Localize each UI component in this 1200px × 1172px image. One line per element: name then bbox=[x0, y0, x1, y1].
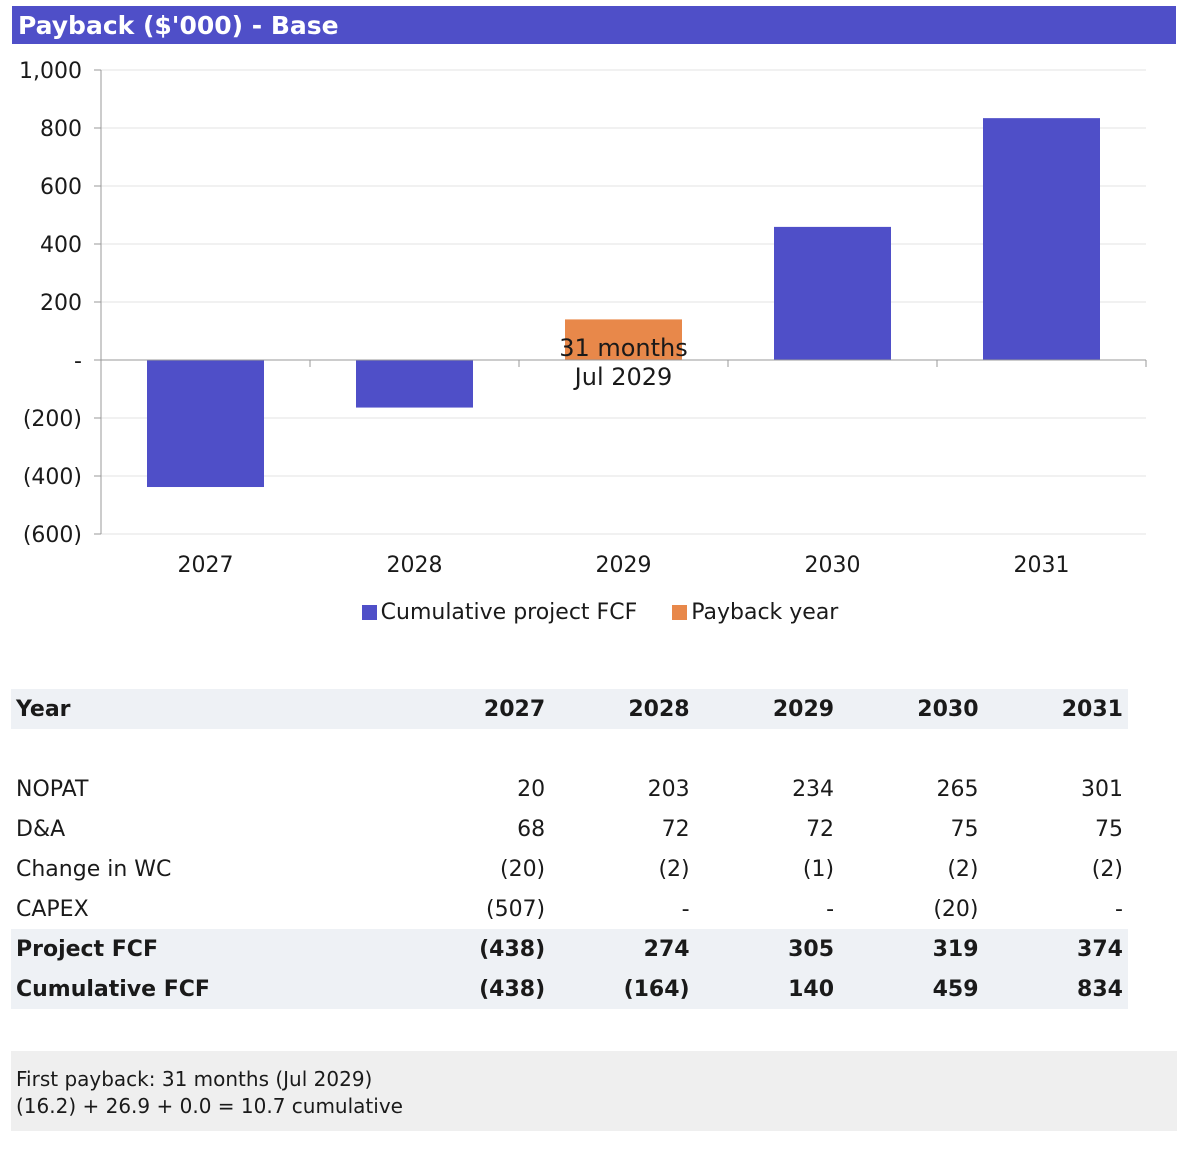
cell: 72 bbox=[661, 816, 690, 842]
row-label: NOPAT bbox=[16, 776, 89, 802]
bar-cumulative-project-fcf bbox=[147, 360, 264, 488]
y-tick-label: 600 bbox=[40, 175, 82, 200]
cell: 140 bbox=[788, 976, 835, 1002]
x-tick-label: 2027 bbox=[178, 553, 234, 578]
cell: 234 bbox=[792, 776, 835, 802]
table-row-project-fcf: Project FCF (438) 274 305 319 374 bbox=[11, 929, 1128, 969]
header-year: 2027 bbox=[483, 696, 546, 722]
cell: 68 bbox=[517, 816, 546, 842]
header-year: 2029 bbox=[772, 696, 835, 722]
bar-payback-year bbox=[565, 319, 682, 360]
cell: (438) bbox=[479, 976, 546, 1002]
table-header-row: Year 2027 2028 2029 2030 2031 bbox=[11, 689, 1128, 729]
cell: - bbox=[681, 896, 690, 922]
y-tick-label: (200) bbox=[23, 407, 82, 432]
payback-annotation: 31 months bbox=[559, 334, 688, 362]
x-tick-label: 2028 bbox=[387, 553, 443, 578]
y-tick-label: 800 bbox=[40, 117, 82, 142]
bar-cumulative-project-fcf bbox=[983, 118, 1100, 360]
payback-note: First payback: 31 months (Jul 2029) (16.… bbox=[11, 1051, 1177, 1131]
cell: 203 bbox=[647, 776, 690, 802]
cell: 265 bbox=[936, 776, 979, 802]
cell: 301 bbox=[1080, 776, 1123, 802]
row-label: Change in WC bbox=[16, 856, 172, 882]
x-tick-label: 2031 bbox=[1014, 553, 1070, 578]
bar-cumulative-project-fcf bbox=[774, 226, 891, 360]
cell: (438) bbox=[479, 936, 546, 962]
header-year: 2031 bbox=[1061, 696, 1123, 722]
note-line-2: (16.2) + 26.9 + 0.0 = 10.7 cumulative bbox=[16, 1094, 403, 1118]
legend-item-payback: Payback year bbox=[672, 600, 838, 625]
x-tick-label: 2030 bbox=[805, 553, 861, 578]
note-line-1: First payback: 31 months (Jul 2029) bbox=[16, 1067, 373, 1091]
header-label: Year bbox=[16, 696, 71, 722]
table-row-capex: CAPEX (507) - - (20) - bbox=[11, 889, 1128, 929]
cell: 834 bbox=[1077, 976, 1123, 1002]
cell: 20 bbox=[517, 776, 546, 802]
header-year: 2028 bbox=[628, 696, 690, 722]
row-label: D&A bbox=[16, 816, 66, 842]
cell: (2) bbox=[947, 856, 979, 882]
cell: (2) bbox=[1091, 856, 1123, 882]
cell: 459 bbox=[932, 976, 979, 1002]
y-tick-label: 400 bbox=[40, 233, 82, 258]
cell: 75 bbox=[950, 816, 979, 842]
cell: 75 bbox=[1094, 816, 1123, 842]
y-tick-label: (600) bbox=[23, 523, 82, 548]
table-row-change-wc: Change in WC (20) (2) (1) (2) (2) bbox=[11, 849, 1128, 889]
legend-swatch-cumulative bbox=[361, 605, 377, 620]
header-year: 2030 bbox=[917, 696, 979, 722]
cell: (20) bbox=[933, 896, 979, 922]
chart-legend: Cumulative project FCF Payback year bbox=[0, 600, 1200, 626]
bar-cumulative-project-fcf bbox=[356, 360, 473, 408]
cell: 274 bbox=[643, 936, 690, 962]
y-tick-label: 200 bbox=[40, 291, 82, 316]
legend-label-cumulative: Cumulative project FCF bbox=[380, 600, 638, 625]
table-row-da: D&A 68 72 72 75 75 bbox=[11, 809, 1128, 849]
legend-swatch-payback bbox=[672, 605, 688, 620]
y-tick-label: (400) bbox=[23, 465, 82, 490]
payback-chart: 1,000 800 600 400 200 - (200) (400) (600) 2027 202… bbox=[19, 59, 1147, 578]
legend-item-cumulative: Cumulative project FCF bbox=[361, 600, 638, 625]
cell: - bbox=[826, 896, 835, 922]
legend-label-payback: Payback year bbox=[691, 600, 839, 625]
row-label: CAPEX bbox=[16, 896, 89, 922]
y-tick-label: - bbox=[74, 349, 82, 374]
payback-annotation: Jul 2029 bbox=[573, 363, 673, 391]
cell: 305 bbox=[788, 936, 835, 962]
fcf-table: Year 2027 2028 2029 2030 2031 NOPAT 20 2… bbox=[11, 689, 1128, 1009]
cell: (164) bbox=[623, 976, 690, 1002]
x-tick-label: 2029 bbox=[596, 553, 652, 578]
cell: 319 bbox=[932, 936, 979, 962]
table-spacer bbox=[11, 729, 1128, 769]
cell: (1) bbox=[802, 856, 835, 882]
cell: (507) bbox=[485, 896, 546, 922]
table-row-nopat: NOPAT 20 203 234 265 301 bbox=[11, 769, 1128, 809]
cell: (2) bbox=[658, 856, 690, 882]
table-row-cumulative-fcf: Cumulative FCF (438) (164) 140 459 834 bbox=[11, 969, 1128, 1009]
cell: 374 bbox=[1077, 936, 1123, 962]
cell: (20) bbox=[499, 856, 546, 882]
y-tick-label: 1,000 bbox=[19, 59, 82, 84]
row-label: Project FCF bbox=[16, 936, 158, 962]
cell: - bbox=[1115, 896, 1123, 922]
chart-title: Payback ($'000) - Base bbox=[12, 6, 1176, 44]
row-label: Cumulative FCF bbox=[16, 976, 210, 1002]
cell: 72 bbox=[806, 816, 835, 842]
